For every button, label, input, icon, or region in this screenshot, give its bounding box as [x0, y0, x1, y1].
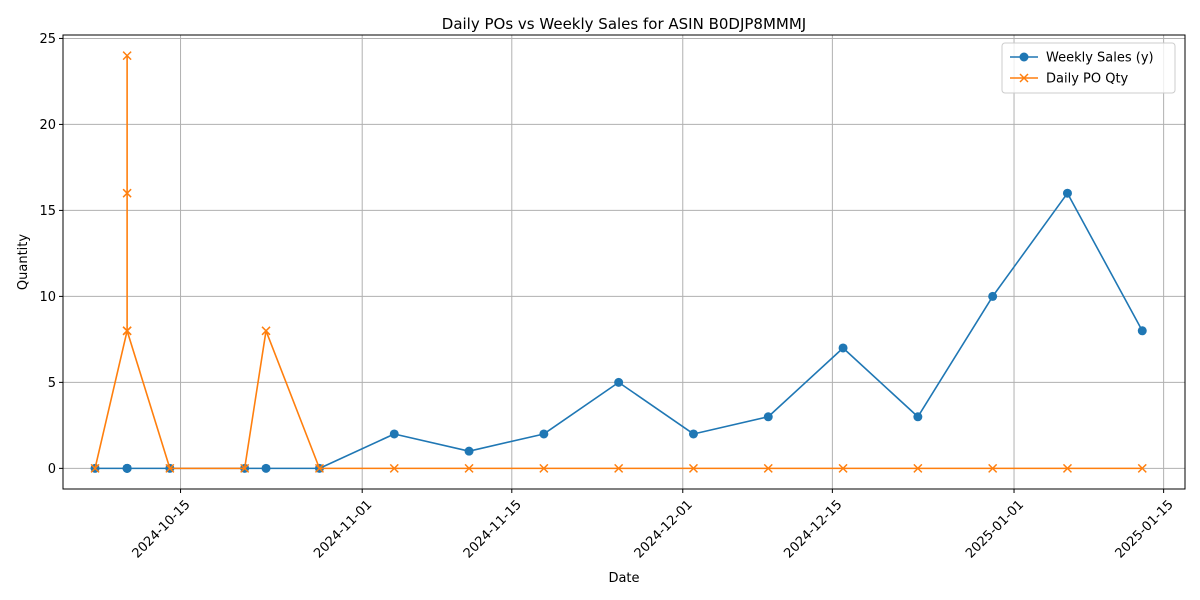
y-tick-label: 0 [48, 462, 56, 477]
data-point [1137, 463, 1147, 473]
series-1 [90, 51, 1147, 473]
data-point [688, 429, 698, 439]
legend-entry: Weekly Sales (y) [1010, 51, 1154, 66]
data-point [122, 188, 132, 198]
data-point [614, 377, 624, 387]
data-point [614, 463, 624, 473]
y-tick-label: 5 [48, 376, 56, 391]
data-point [1137, 326, 1147, 336]
data-point [913, 463, 923, 473]
y-axis-label: Quantity [16, 234, 31, 290]
legend-entry: Daily PO Qty [1010, 72, 1129, 87]
data-point [261, 463, 271, 473]
data-point [389, 463, 399, 473]
x-tick-label: 2024-12-15 [781, 497, 845, 561]
data-point [122, 51, 132, 61]
data-point [122, 326, 132, 336]
data-point [1062, 463, 1072, 473]
data-point [165, 463, 175, 473]
series-line [94, 54, 1143, 470]
plot-frame [62, 34, 1186, 490]
data-point [1062, 188, 1072, 198]
series-line [95, 192, 1143, 470]
data-point [763, 412, 773, 422]
x-tick-label: 2024-12-01 [632, 497, 696, 561]
data-point [688, 463, 698, 473]
legend-box [1001, 42, 1176, 94]
data-point [539, 429, 549, 439]
data-point [314, 463, 324, 473]
data-point [539, 463, 549, 473]
x-tick-label: 2024-10-15 [130, 497, 194, 561]
series-0 [90, 188, 1147, 473]
x-tick-label: 2025-01-01 [963, 497, 1027, 561]
data-point [838, 343, 848, 353]
data-point [988, 291, 998, 301]
x-axis: 2024-10-15 2024-11-01 2024-11-15 2024-12-01… [130, 489, 1177, 561]
data-point [261, 326, 271, 336]
legend-marker [1019, 52, 1029, 62]
legend: Weekly Sales (y) Daily PO Qty [1001, 42, 1176, 94]
y-tick-label: 15 [39, 204, 56, 219]
legend-label: Weekly Sales (y) [1046, 51, 1154, 66]
x-tick-label: 2024-11-15 [461, 497, 525, 561]
legend-marker [1019, 73, 1029, 83]
y-tick-label: 10 [39, 290, 56, 305]
data-point [763, 463, 773, 473]
data-point [389, 429, 399, 439]
data-point [122, 463, 132, 473]
data-point [240, 463, 250, 473]
data-point [90, 463, 100, 473]
y-tick-label: 25 [39, 32, 56, 47]
series-layer [90, 51, 1147, 473]
x-axis-label: Date [608, 571, 639, 586]
y-tick-label: 20 [39, 118, 56, 133]
data-point [913, 412, 923, 422]
grid [63, 35, 1185, 489]
x-tick-label: 2024-11-01 [311, 497, 375, 561]
data-point [988, 463, 998, 473]
chart-title: Daily POs vs Weekly Sales for ASIN B0DJP… [442, 15, 806, 33]
data-point [464, 463, 474, 473]
data-point [464, 446, 474, 456]
x-tick-label: 2025-01-15 [1113, 497, 1177, 561]
legend-label: Daily PO Qty [1046, 72, 1129, 87]
data-point [838, 463, 848, 473]
y-axis: 0 5 10 15 20 25 [39, 32, 63, 477]
